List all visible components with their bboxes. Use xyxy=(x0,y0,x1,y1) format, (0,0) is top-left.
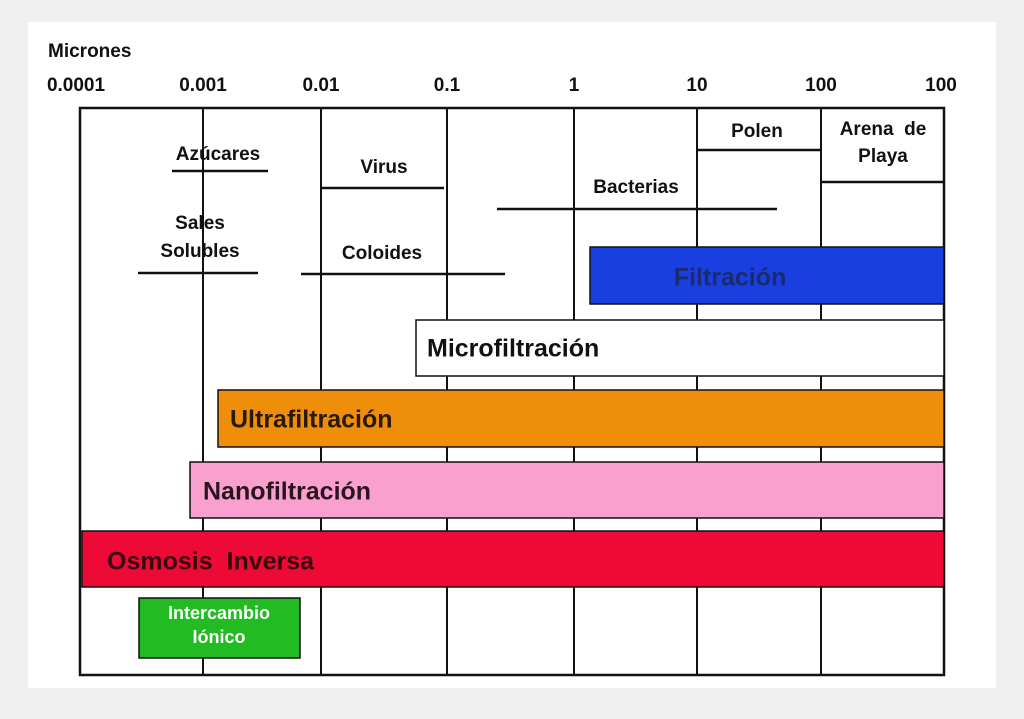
particle-label: Bacterias xyxy=(593,177,679,198)
process-label: Microfiltración xyxy=(427,335,599,363)
process-bar xyxy=(589,246,945,305)
process-bar xyxy=(138,597,301,659)
tick-label: 10 xyxy=(686,75,707,96)
particle-label: Polen xyxy=(731,121,783,142)
particle-label: Coloides xyxy=(342,243,422,264)
tick-label: 0.0001 xyxy=(47,75,106,96)
tick-label: 0.01 xyxy=(303,75,340,96)
process-label: Ultrafiltración xyxy=(230,406,393,434)
process-label: Iónico xyxy=(193,627,246,647)
process-bar xyxy=(217,389,945,448)
tick-label: 100 xyxy=(805,75,837,96)
process-label: Intercambio xyxy=(168,603,270,623)
particle-label: Playa xyxy=(858,146,908,167)
process-label: Nanofiltración xyxy=(203,478,371,506)
process-label: Osmosis Inversa xyxy=(107,548,315,576)
particle-label: Sales xyxy=(175,213,225,234)
process-bar xyxy=(189,461,945,519)
particle-label: Arena de xyxy=(840,119,927,140)
axis-title: Micrones xyxy=(48,41,131,62)
process-bar xyxy=(81,530,945,588)
particle-label: Azúcares xyxy=(176,144,261,165)
tick-label: 0.1 xyxy=(434,75,461,96)
particle-label: Solubles xyxy=(160,241,239,262)
tick-label: 0.001 xyxy=(179,75,227,96)
tick-label: 1 xyxy=(569,75,580,96)
process-bar xyxy=(415,319,945,377)
tick-label: 100 xyxy=(925,75,957,96)
particle-label: Virus xyxy=(360,157,407,178)
process-label: Filtración xyxy=(674,264,787,292)
